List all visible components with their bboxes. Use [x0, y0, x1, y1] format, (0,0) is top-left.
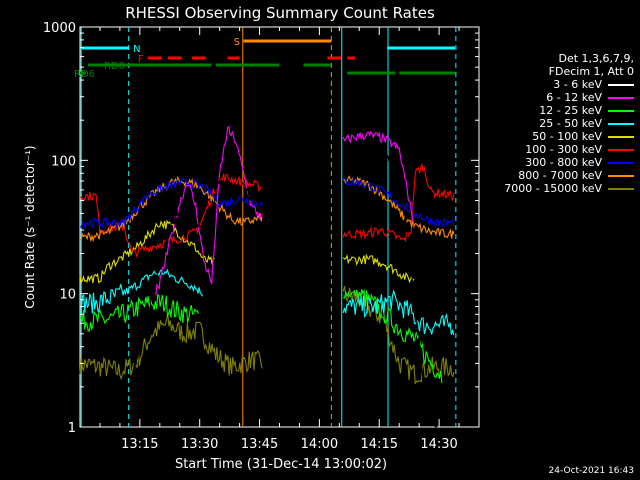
y-tick-label: 10 — [59, 288, 76, 303]
legend-label: 800 - 7000 keV — [518, 169, 602, 182]
chart-title: RHESSI Observing Summary Count Rates — [125, 4, 435, 22]
x-tick-label: 13:15 — [121, 437, 158, 452]
legend-swatch — [608, 187, 634, 190]
y-axis-label: Count Rate (s⁻¹ detector⁻¹) — [23, 145, 37, 308]
legend-label: 3 - 6 keV — [553, 78, 602, 91]
legend-swatch — [608, 109, 634, 112]
legend-header-1: Det 1,3,6,7,9, — [558, 52, 634, 65]
legend-label: 100 - 300 keV — [525, 143, 602, 156]
series-curves — [79, 125, 455, 429]
series-black-seg2 — [342, 141, 439, 429]
series-green-seg1 — [79, 293, 200, 332]
x-axis-label: Start Time (31-Dec-14 13:00:02) — [175, 457, 387, 472]
series-red-seg2 — [342, 162, 455, 243]
legend-entry: 100 - 300 keV — [464, 143, 634, 156]
axes: 1 10 100 1000 13:15 13:30 13:45 14:00 14:15 14:30 — [43, 21, 479, 452]
legend-label: 50 - 100 keV — [532, 130, 602, 143]
state-label-f: F — [138, 54, 144, 65]
series-olive-seg2 — [342, 285, 455, 385]
series-cyan-seg2 — [342, 289, 455, 336]
series-black-seg1 — [131, 157, 263, 368]
y-tick-label: 100 — [51, 154, 76, 169]
x-tick-label: 14:15 — [361, 437, 398, 452]
x-tick-label: 13:45 — [241, 437, 278, 452]
legend-label: 25 - 50 keV — [539, 117, 602, 130]
legend-label: 7000 - 15000 keV — [504, 182, 602, 195]
legend-swatch — [608, 148, 634, 151]
series-orange-seg1 — [79, 175, 263, 243]
series-magenta-seg2 — [342, 130, 415, 229]
legend-swatch — [608, 122, 634, 125]
state-label-s: S — [234, 37, 240, 48]
series-olive-seg1 — [79, 313, 263, 381]
state-label-rd0: RD0 — [104, 61, 125, 72]
legend-label: 300 - 800 keV — [525, 156, 602, 169]
state-label-rd6: RD6 — [74, 69, 95, 80]
state-bars: NF S RD0 RD6 — [74, 37, 456, 80]
y-tick-label: 1 — [68, 421, 76, 436]
render-datestamp: 24-Oct-2021 16:43 — [548, 466, 634, 476]
legend-label: 6 - 12 keV — [546, 91, 602, 104]
series-yellow-seg1 — [79, 219, 215, 284]
legend-entry: 7000 - 15000 keV — [464, 182, 634, 195]
legend-entry: 800 - 7000 keV — [464, 169, 634, 182]
legend-entry: 300 - 800 keV — [464, 156, 634, 169]
x-tick-label: 13:30 — [181, 437, 218, 452]
legend: Det 1,3,6,7,9, FDecim 1, Att 0 3 - 6 keV… — [464, 52, 634, 195]
series-blue-seg2 — [342, 176, 455, 229]
x-tick-label: 14:30 — [420, 437, 457, 452]
series-cyan-seg1 — [79, 268, 204, 315]
legend-swatch — [608, 174, 634, 177]
series-magenta-seg1 — [155, 125, 263, 296]
series-green-seg2 — [343, 289, 443, 384]
legend-entry: 25 - 50 keV — [464, 117, 634, 130]
legend-entry: 50 - 100 keV — [464, 130, 634, 143]
legend-label: 12 - 25 keV — [539, 104, 602, 117]
legend-swatch — [608, 135, 634, 138]
x-tick-label: 14:00 — [301, 437, 338, 452]
y-tick-label: 1000 — [43, 21, 76, 36]
legend-header-2: FDecim 1, Att 0 — [548, 65, 634, 78]
series-blue-seg1 — [79, 177, 263, 230]
legend-entry: 6 - 12 keV — [464, 91, 634, 104]
legend-entry: 12 - 25 keV — [464, 104, 634, 117]
legend-entry: 3 - 6 keV — [464, 78, 634, 91]
legend-swatch — [608, 83, 634, 86]
series-yellow-seg2 — [342, 253, 415, 284]
state-label-n: N — [133, 44, 140, 55]
legend-swatch — [608, 161, 634, 164]
vertical-markers — [80, 27, 457, 427]
legend-swatch — [608, 96, 634, 99]
